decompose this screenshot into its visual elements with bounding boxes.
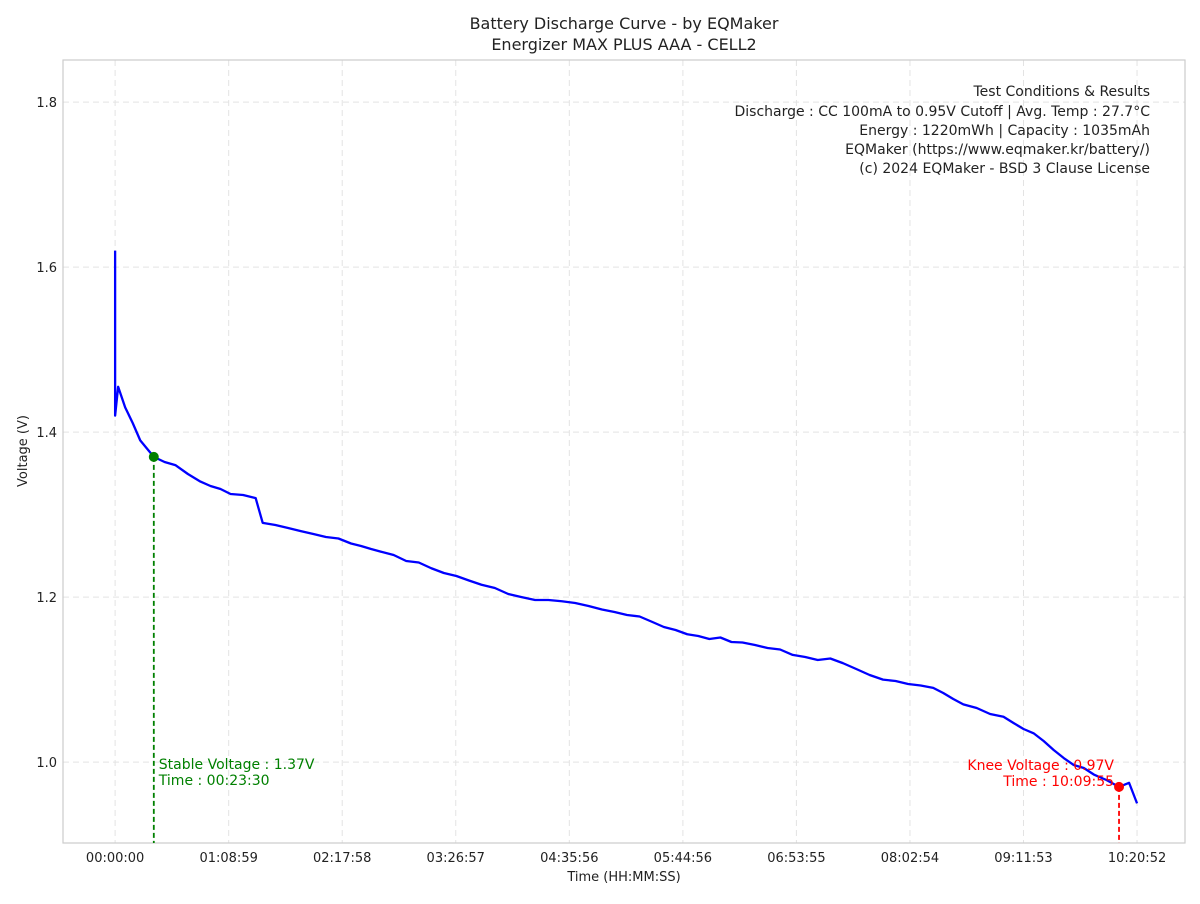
knee-point	[1114, 781, 1125, 792]
voltage-line	[113, 250, 1139, 804]
knee-time-label: Time : 10:09:55	[1002, 774, 1114, 790]
plot-area-frame	[62, 59, 1186, 844]
x-tick-label: 06:53:55	[767, 851, 825, 866]
grid	[63, 60, 1185, 843]
info-line: EQMaker (https://www.eqmaker.kr/battery/…	[845, 142, 1150, 158]
x-tick-label: 04:35:56	[540, 851, 598, 866]
x-tick-label: 10:20:52	[1108, 851, 1166, 866]
chart-title: Battery Discharge Curve - by EQMaker	[470, 14, 779, 33]
x-tick-label: 03:26:57	[427, 851, 485, 866]
stable-point	[148, 451, 159, 462]
info-box: Test Conditions & Results Discharge : CC…	[734, 84, 1150, 177]
y-tick-label: 1.4	[36, 426, 57, 441]
chart-subtitle: Energizer MAX PLUS AAA - CELL2	[491, 35, 756, 54]
annotations: Stable Voltage : 1.37V Time : 00:23:30 K…	[148, 451, 1125, 843]
info-line: Discharge : CC 100mA to 0.95V Cutoff | A…	[734, 104, 1150, 120]
x-tick-label: 09:11:53	[994, 851, 1052, 866]
info-line: Energy : 1220mWh | Capacity : 1035mAh	[859, 123, 1150, 139]
info-line: (c) 2024 EQMaker - BSD 3 Clause License	[859, 161, 1150, 177]
x-axis-label: Time (HH:MM:SS)	[566, 870, 680, 885]
x-tick-label: 08:02:54	[881, 851, 939, 866]
y-tick-label: 1.8	[36, 96, 57, 111]
info-line: Test Conditions & Results	[973, 84, 1151, 100]
x-tick-label: 02:17:58	[313, 851, 371, 866]
y-tick-label: 1.0	[36, 756, 57, 771]
series-layer	[113, 250, 1139, 804]
x-tick-label: 05:44:56	[654, 851, 712, 866]
y-tick-label: 1.6	[36, 261, 57, 276]
x-tick-label: 00:00:00	[86, 851, 144, 866]
knee-label: Knee Voltage : 0.97V	[967, 758, 1114, 774]
stable-time-label: Time : 00:23:30	[158, 773, 270, 789]
x-axis: 00:00:00 01:08:59 02:17:58 03:26:57 04:35:56…	[86, 851, 1166, 866]
y-axis-label: Voltage (V)	[16, 415, 31, 487]
x-tick-label: 01:08:59	[199, 851, 257, 866]
stable-label: Stable Voltage : 1.37V	[159, 757, 315, 773]
y-axis: 1.0 1.2 1.4 1.6 1.8	[36, 96, 57, 771]
y-tick-label: 1.2	[36, 591, 57, 606]
